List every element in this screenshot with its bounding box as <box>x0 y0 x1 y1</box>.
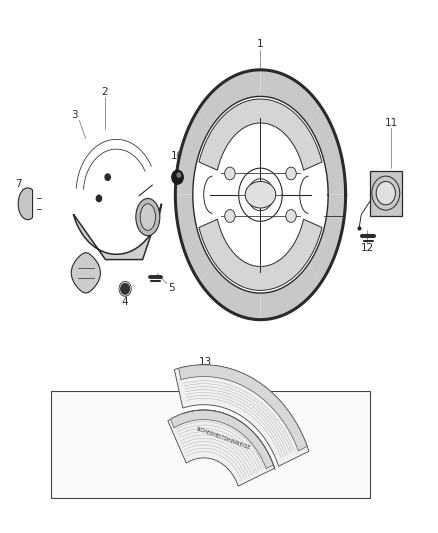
Bar <box>51 391 370 498</box>
Ellipse shape <box>245 181 276 208</box>
Polygon shape <box>308 107 346 195</box>
Polygon shape <box>175 195 212 283</box>
Circle shape <box>376 181 396 205</box>
Polygon shape <box>175 107 212 195</box>
Polygon shape <box>71 253 100 293</box>
Circle shape <box>177 173 180 177</box>
Polygon shape <box>170 410 273 469</box>
Polygon shape <box>18 188 32 220</box>
Polygon shape <box>308 195 346 283</box>
Polygon shape <box>261 70 321 125</box>
Text: 12: 12 <box>361 244 374 253</box>
Circle shape <box>121 284 130 294</box>
Text: 10: 10 <box>171 151 184 161</box>
Text: 2: 2 <box>101 87 108 97</box>
Text: 3: 3 <box>71 110 78 120</box>
Bar <box>370 171 402 216</box>
Circle shape <box>225 167 235 180</box>
Text: 11: 11 <box>385 118 398 128</box>
Text: 4: 4 <box>122 296 128 306</box>
Circle shape <box>96 195 102 201</box>
Circle shape <box>225 209 235 222</box>
Polygon shape <box>200 70 261 125</box>
Polygon shape <box>199 99 322 170</box>
Polygon shape <box>174 365 309 466</box>
Polygon shape <box>199 219 322 290</box>
Polygon shape <box>200 264 261 320</box>
Ellipse shape <box>140 204 155 230</box>
Circle shape <box>172 170 183 184</box>
Circle shape <box>105 174 110 180</box>
Polygon shape <box>168 410 275 486</box>
Text: 13: 13 <box>198 357 212 367</box>
Text: 5: 5 <box>169 283 175 293</box>
Text: 1: 1 <box>257 39 264 49</box>
Polygon shape <box>73 204 162 260</box>
Polygon shape <box>179 365 307 451</box>
Text: SICHERHEITSHINWEISE: SICHERHEITSHINWEISE <box>195 426 251 450</box>
Circle shape <box>286 167 296 180</box>
Text: 7: 7 <box>15 179 21 189</box>
Text: 6: 6 <box>77 273 84 282</box>
Circle shape <box>286 209 296 222</box>
Ellipse shape <box>136 198 160 236</box>
Polygon shape <box>261 264 321 320</box>
